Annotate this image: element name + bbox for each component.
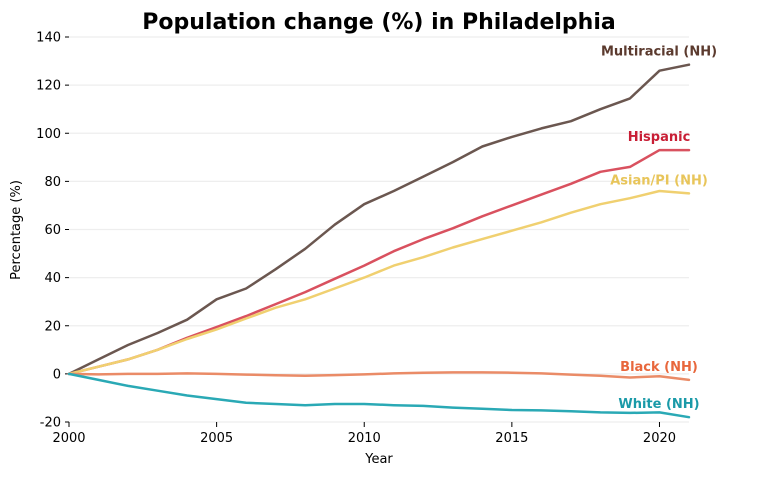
y-tick-label: 20 <box>44 319 61 334</box>
series-label: Multiracial (NH) <box>601 45 717 60</box>
x-tick-label: 2015 <box>495 431 528 446</box>
x-tick-label: 2005 <box>200 431 233 446</box>
y-tick-label: 60 <box>44 223 61 238</box>
series-label: White (NH) <box>618 397 699 412</box>
y-tick-label: 120 <box>36 79 61 94</box>
series-line-black-nh <box>67 371 691 382</box>
y-tick-label: 100 <box>36 127 61 142</box>
y-tick-label: 80 <box>44 175 61 190</box>
x-tick-label: 2020 <box>643 431 676 446</box>
x-tick-label: 2000 <box>52 431 85 446</box>
series-label: Hispanic <box>628 130 691 145</box>
series-line-white-nh <box>67 372 691 419</box>
x-tick-label: 2010 <box>348 431 381 446</box>
axes: -20 0 20 40 60 80 100 120 140 2000 2005 2010 2015 202… <box>36 31 676 447</box>
series-lines <box>67 63 691 419</box>
series-label: Asian/PI (NH) <box>610 173 708 188</box>
series-labels: Multiracial (NH) Hispanic Asian/PI (NH) Bla… <box>601 45 717 413</box>
y-tick-label: 0 <box>53 367 61 382</box>
y-tick-label: 140 <box>36 31 61 46</box>
y-tick-label: 40 <box>44 271 61 286</box>
y-tick-label: -20 <box>40 416 61 431</box>
chart-title: Population change (%) in Philadelphia <box>142 10 615 35</box>
series-line-multiracial-nh <box>67 63 691 376</box>
x-axis-label: Year <box>364 452 393 467</box>
series-label: Black (NH) <box>620 360 698 375</box>
series-line-asian-pi-nh <box>67 189 691 376</box>
grid-lines <box>69 36 689 423</box>
y-axis-label: Percentage (%) <box>9 180 24 280</box>
series-line-hispanic <box>67 148 691 376</box>
